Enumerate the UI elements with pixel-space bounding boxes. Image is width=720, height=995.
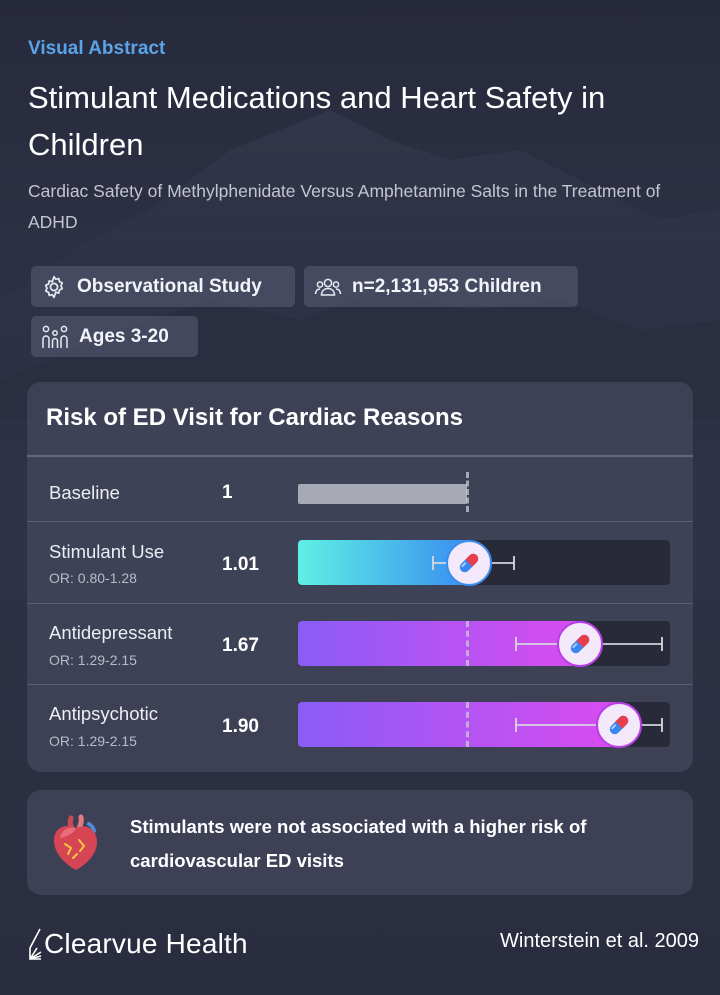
- conclusion-card: Stimulants were not associated with a hi…: [27, 790, 693, 895]
- row-divider: [27, 684, 693, 685]
- conclusion-text: Stimulants were not associated with a hi…: [130, 816, 587, 871]
- row-or-antipsychotic: OR: 1.29-2.15: [49, 733, 137, 749]
- chip-label: n=2,131,953 Children: [352, 275, 542, 297]
- ci-lower-cap: [515, 636, 518, 651]
- row-or-antidepressant: OR: 1.29-2.15: [49, 652, 137, 668]
- pill-marker-icon: [596, 701, 643, 748]
- row-label-antipsychotic: Antipsychotic: [49, 703, 158, 724]
- chip-study-type: Observational Study: [31, 266, 295, 307]
- family-icon: [42, 325, 68, 348]
- risk-card: Risk of ED Visit for Cardiac Reasons Bas…: [27, 382, 693, 772]
- ci-upper-cap: [660, 717, 663, 732]
- page-subtitle: Cardiac Safety of Methylphenidate Versus…: [28, 181, 661, 232]
- ci-lower-cap: [515, 717, 518, 732]
- page-title: Stimulant Medications and Heart Safety i…: [28, 80, 606, 162]
- row-or-stimulant: OR: 0.80-1.28: [49, 570, 137, 586]
- row-label-baseline: Baseline: [49, 482, 120, 503]
- anatomical-heart-icon: [53, 814, 97, 870]
- row-divider: [27, 521, 693, 522]
- pill-marker-icon: [445, 539, 492, 586]
- risk-card-title: Risk of ED Visit for Cardiac Reasons: [46, 404, 464, 431]
- row-value-stimulant: 1.01: [222, 554, 259, 575]
- row-value-antidepressant: 1.67: [222, 635, 259, 656]
- ci-upper-cap: [513, 555, 516, 570]
- brand-mark-icon: [29, 928, 42, 960]
- reference-line: [466, 621, 470, 666]
- pill-marker-icon: [557, 620, 604, 667]
- row-label-stimulant: Stimulant Use: [49, 541, 165, 562]
- ci-lower-cap: [432, 555, 435, 570]
- gear-icon: [44, 275, 64, 298]
- chip-sample-size: n=2,131,953 Children: [304, 266, 578, 307]
- bar-track-antidepressant: [298, 620, 670, 667]
- people-group-icon: [314, 278, 342, 296]
- chip-label: Ages 3-20: [79, 325, 169, 347]
- brand-name: Clearvue Health: [44, 928, 248, 959]
- chip-age-range: Ages 3-20: [31, 316, 198, 357]
- confidence-interval-line: [516, 723, 662, 726]
- bar-track-baseline: [298, 472, 670, 512]
- chip-label: Observational Study: [77, 275, 262, 297]
- citation: Winterstein et al. 2009: [500, 930, 699, 952]
- ci-upper-cap: [660, 636, 663, 651]
- row-value-baseline: 1: [222, 482, 233, 503]
- row-label-antidepressant: Antidepressant: [49, 622, 173, 643]
- brand-logo: Clearvue Health: [28, 928, 248, 960]
- row-value-antipsychotic: 1.90: [222, 716, 259, 737]
- reference-line: [466, 702, 470, 747]
- card-divider: [27, 455, 693, 457]
- bar-track-stimulant: [298, 539, 670, 586]
- bar-fill-baseline: [298, 484, 468, 504]
- eyebrow-label: Visual Abstract: [28, 38, 166, 59]
- row-divider: [27, 603, 693, 604]
- reference-line: [466, 472, 470, 512]
- bar-track-antipsychotic: [298, 701, 670, 748]
